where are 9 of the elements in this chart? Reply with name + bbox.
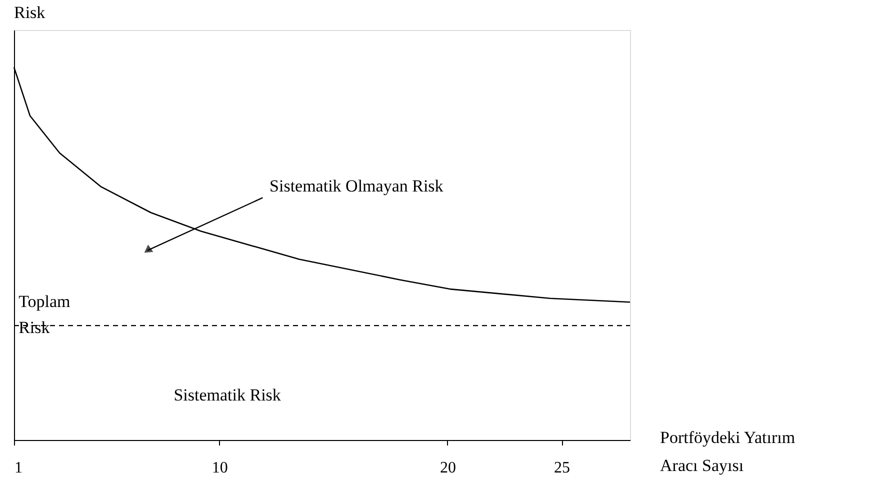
x-tick-label: 25 bbox=[554, 460, 570, 476]
x-axis-title: Portföydeki Yatırım Aracı Sayısı bbox=[660, 428, 796, 475]
annotation: Sistematik Olmayan Risk bbox=[270, 176, 444, 196]
x-tick-label: 10 bbox=[212, 460, 228, 476]
y-axis-title: Risk bbox=[14, 3, 46, 22]
x-tick-label: 20 bbox=[440, 460, 456, 476]
x-tick-label: 1 bbox=[14, 460, 22, 476]
annotation: Toplam Risk bbox=[18, 292, 70, 338]
annotation: Sistematik Risk bbox=[174, 385, 282, 404]
